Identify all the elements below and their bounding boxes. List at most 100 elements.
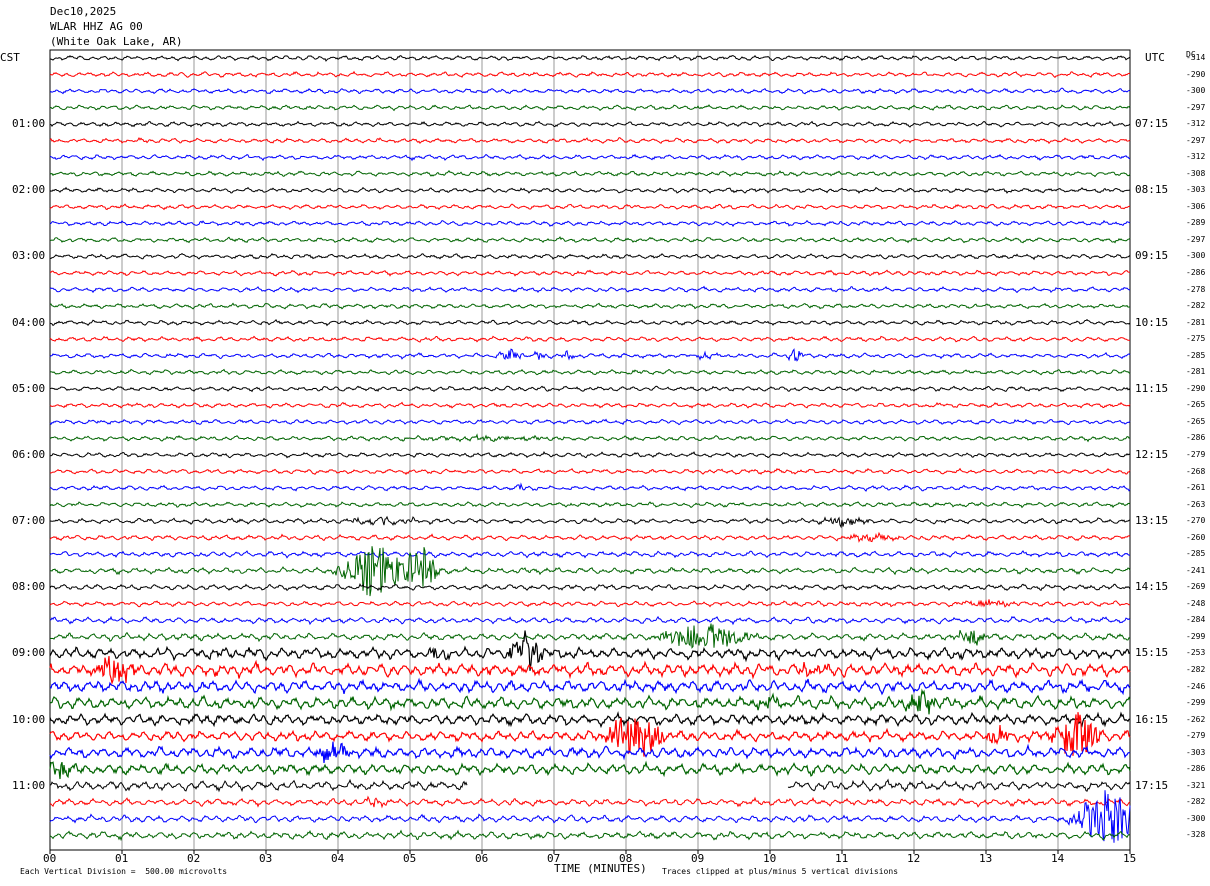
dc-offset-label: -297 — [1186, 135, 1206, 145]
right-hour-label: 08:15 — [1135, 183, 1169, 197]
trace-line — [49, 54, 1131, 62]
trace-line — [49, 87, 1131, 95]
trace-line — [49, 546, 1131, 597]
dc-offset-label: -279 — [1186, 449, 1206, 459]
dc-offset-label: -246 — [1186, 681, 1206, 691]
right-hour-label: 12:15 — [1135, 447, 1169, 461]
dc-offset-label: -308 — [1186, 168, 1206, 178]
trace-line — [49, 710, 1131, 729]
trace-line — [49, 623, 1131, 649]
left-timezone-label: CST — [0, 51, 20, 64]
dc-offset-label: -261 — [1186, 483, 1206, 493]
left-hour-label: 05:00 — [12, 381, 46, 395]
trace-line — [49, 120, 1131, 128]
trace-line — [50, 451, 1131, 459]
plot-frame — [49, 49, 1131, 851]
dc-offset-label: -286 — [1186, 433, 1206, 443]
trace-line — [49, 169, 1131, 178]
dc-offset-label: -300 — [1186, 813, 1206, 823]
x-tick-label: 14 — [1051, 852, 1065, 865]
dc-offset-label: -312 — [1186, 119, 1206, 129]
dc-offset-label: -290 — [1186, 69, 1206, 79]
trace-line — [49, 688, 1131, 715]
trace-line — [49, 760, 1131, 780]
grid-lines — [49, 49, 1131, 854]
trace-line — [49, 285, 1131, 294]
trace-line — [49, 615, 1131, 626]
trace-line — [49, 368, 1131, 376]
left-hour-label: 09:00 — [12, 646, 46, 660]
trace-line — [49, 219, 1131, 228]
dc-offset-label: -281 — [1186, 367, 1206, 377]
dc-offset-label: -260 — [1186, 532, 1206, 542]
station-code: WLAR HHZ AG 00 — [50, 20, 143, 33]
dc-offset-label: -265 — [1186, 400, 1206, 410]
left-hour-label: 02:00 — [12, 183, 46, 197]
dc-offset-label: -303 — [1186, 747, 1206, 757]
dc-offset-label: -297 — [1186, 102, 1206, 112]
right-hour-label: 09:15 — [1135, 249, 1169, 263]
dc-offset-label: -270 — [1186, 516, 1206, 526]
trace-line — [49, 531, 1131, 543]
left-hour-label: 03:00 — [12, 249, 46, 263]
trace-line — [49, 515, 1131, 529]
trace-line — [49, 582, 1131, 592]
right-hour-label: 13:15 — [1135, 514, 1169, 528]
dc-offset-label: -241 — [1186, 565, 1206, 575]
x-tick-label: 11 — [835, 852, 849, 865]
station-location: (White Oak Lake, AR) — [50, 35, 183, 48]
left-hour-label: 07:00 — [12, 514, 46, 528]
right-hour-label: 17:15 — [1135, 778, 1169, 792]
scale-note: Each Vertical Division = 500.00 microvol… — [20, 867, 228, 876]
trace-line — [49, 136, 1131, 145]
trace-line — [49, 186, 1131, 194]
x-tick-label: 00 — [43, 852, 57, 865]
trace-line — [49, 433, 1131, 443]
trace-line — [49, 795, 1131, 809]
dc-offset-label: -282 — [1186, 797, 1206, 807]
trace-line — [49, 790, 1131, 843]
trace-line — [49, 599, 1130, 608]
trace-line — [49, 677, 1131, 696]
left-hour-label: 08:00 — [12, 580, 46, 594]
trace-line — [49, 829, 1131, 842]
trace-line — [49, 712, 1131, 757]
dc-offset-label: -282 — [1186, 664, 1206, 674]
x-tick-label: 15 — [1123, 852, 1137, 865]
left-hour-label: 01:00 — [12, 117, 46, 131]
x-tick-label: 12 — [907, 852, 921, 865]
x-tick-label: 07 — [547, 852, 561, 865]
dc-offset-label: -285 — [1186, 350, 1206, 360]
dc-offset-label: -299 — [1186, 698, 1206, 708]
dc-offset-label: -262 — [1186, 714, 1206, 724]
dc-offset-label: -279 — [1186, 731, 1206, 741]
x-axis-title: TIME (MINUTES) — [554, 862, 647, 875]
trace-line — [50, 269, 1130, 277]
trace-line — [49, 778, 1131, 793]
trace-line — [49, 467, 1131, 476]
dc-offset-label: -300 — [1186, 86, 1206, 96]
dc-offset-label: -253 — [1186, 648, 1206, 658]
right-hour-label: 16:15 — [1135, 712, 1169, 726]
trace-line — [49, 104, 1131, 112]
trace-line — [49, 401, 1131, 409]
x-tick-label: 09 — [691, 852, 705, 865]
x-tick-label: 03 — [259, 852, 273, 865]
dc-offset-label: -297 — [1186, 234, 1206, 244]
dc-offset-label: -286 — [1186, 268, 1206, 278]
dc-offset-label: -268 — [1186, 466, 1206, 476]
dc-offset-label: -265 — [1186, 416, 1206, 426]
trace-line — [49, 418, 1131, 426]
x-tick-label: 04 — [331, 852, 345, 865]
dc-offset-label: -306 — [1186, 201, 1206, 211]
dc-offset-label: -290 — [1186, 383, 1206, 393]
dc-offset-label: -278 — [1186, 284, 1206, 294]
trace-line — [49, 302, 1130, 310]
trace-line — [49, 153, 1131, 162]
trace-line — [49, 252, 1131, 261]
dc-offset-label: -248 — [1186, 598, 1206, 608]
right-hour-label: 07:15 — [1135, 117, 1169, 131]
dc-offset-label: -303 — [1186, 185, 1206, 195]
left-hour-label: 11:00 — [12, 778, 46, 792]
